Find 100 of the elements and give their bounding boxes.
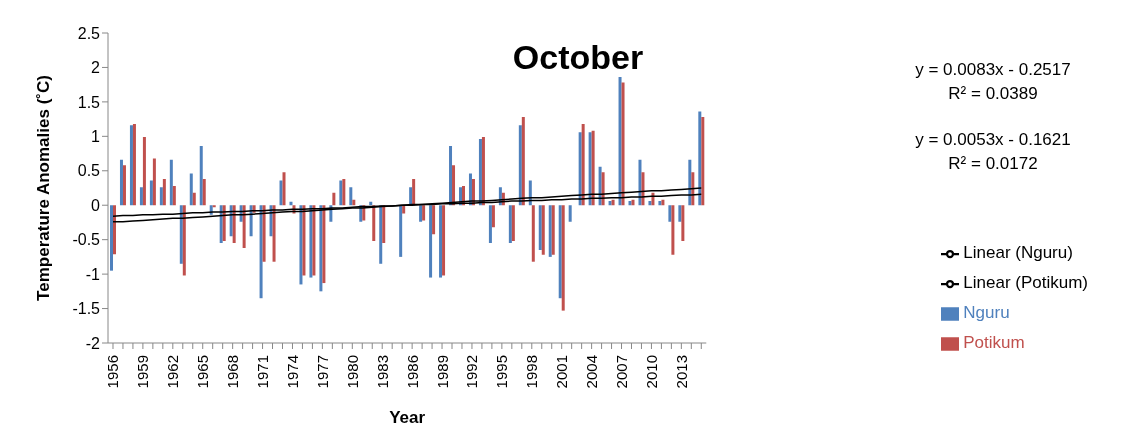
bar bbox=[169, 159, 173, 206]
bar bbox=[349, 187, 353, 206]
bar bbox=[698, 111, 702, 206]
bar bbox=[199, 145, 203, 206]
bar bbox=[432, 205, 436, 235]
bar bbox=[671, 205, 675, 255]
x-tick-label: 1974 bbox=[283, 355, 301, 389]
bar bbox=[332, 192, 336, 206]
legend-label: Linear (Potikum) bbox=[963, 273, 1088, 292]
bar bbox=[182, 205, 186, 276]
chart-title: October bbox=[511, 38, 645, 77]
bar bbox=[152, 158, 156, 206]
x-tick-label: 1983 bbox=[373, 355, 391, 389]
bar bbox=[179, 205, 183, 264]
legend-label: Linear (Nguru) bbox=[963, 243, 1073, 262]
text: y = 0.0083x - 0.2517 bbox=[914, 59, 1072, 81]
x-tick-label: 1989 bbox=[433, 355, 451, 389]
y-tick-label: -2 bbox=[85, 334, 101, 352]
bar bbox=[212, 205, 216, 208]
x-tick-label: 2007 bbox=[613, 355, 631, 389]
bar bbox=[322, 205, 326, 284]
x-tick-label: 1971 bbox=[254, 355, 272, 389]
bar bbox=[262, 205, 266, 262]
bar bbox=[242, 205, 246, 248]
bar bbox=[558, 205, 562, 299]
x-tick-label: 1965 bbox=[194, 355, 212, 389]
bar bbox=[319, 205, 323, 292]
bar bbox=[688, 159, 692, 206]
y-tick-label: -1 bbox=[85, 265, 101, 283]
bar bbox=[701, 117, 705, 206]
bar bbox=[578, 132, 582, 206]
y-tick-label: 2.5 bbox=[77, 24, 101, 42]
bar bbox=[139, 187, 143, 206]
bar bbox=[541, 205, 545, 255]
bar bbox=[598, 166, 602, 206]
bar bbox=[668, 205, 672, 222]
bar bbox=[399, 205, 403, 257]
x-tick-label: 1968 bbox=[224, 355, 242, 389]
bar bbox=[229, 205, 233, 237]
x-tick-label: 2001 bbox=[553, 355, 571, 389]
bar bbox=[299, 205, 303, 285]
y-axis-title: Temperature Anomalies (˚C) bbox=[34, 75, 54, 301]
bar bbox=[518, 125, 522, 206]
bar bbox=[568, 205, 572, 222]
bar bbox=[122, 165, 126, 206]
bar bbox=[189, 173, 193, 206]
bar bbox=[641, 172, 645, 206]
bar bbox=[282, 172, 286, 206]
x-tick-label: 2013 bbox=[672, 355, 690, 389]
bar bbox=[528, 180, 532, 206]
bar bbox=[259, 205, 263, 299]
bar bbox=[561, 205, 565, 311]
bar bbox=[409, 187, 413, 206]
bar bbox=[681, 205, 685, 242]
bar bbox=[429, 205, 433, 278]
bar bbox=[110, 205, 113, 271]
y-tick-label: 1.5 bbox=[77, 93, 101, 111]
line-series bbox=[112, 187, 703, 223]
x-tick-label: 1962 bbox=[164, 355, 182, 389]
x-tick-label: 1995 bbox=[493, 355, 511, 389]
bar bbox=[149, 180, 153, 206]
bar bbox=[521, 117, 525, 206]
bar bbox=[159, 187, 163, 206]
bar bbox=[202, 179, 206, 206]
bar bbox=[232, 205, 236, 244]
bar bbox=[621, 82, 625, 206]
bar bbox=[379, 205, 383, 264]
bar bbox=[538, 205, 542, 250]
bar bbox=[192, 192, 196, 206]
bar bbox=[691, 172, 695, 206]
bar bbox=[531, 205, 535, 262]
bar bbox=[369, 201, 373, 206]
bar bbox=[372, 205, 376, 242]
x-tick-label: 2010 bbox=[642, 355, 660, 389]
x-tick-label: 1977 bbox=[313, 355, 331, 389]
x-tick-label: 1956 bbox=[104, 355, 122, 389]
bar bbox=[272, 205, 276, 262]
text: R² = 0.0389 bbox=[947, 83, 1039, 105]
text: R² = 0.0172 bbox=[947, 153, 1039, 175]
bar bbox=[302, 205, 306, 276]
x-tick-label: 1992 bbox=[463, 355, 481, 389]
bar bbox=[289, 201, 293, 206]
bar bbox=[119, 159, 123, 206]
bar bbox=[279, 180, 283, 206]
legend-label: Potikum bbox=[963, 333, 1025, 352]
y-tick-label: -1.5 bbox=[72, 300, 101, 318]
bar bbox=[678, 205, 682, 222]
y-tick-label: 2 bbox=[91, 59, 101, 77]
bar bbox=[412, 179, 416, 206]
bar bbox=[618, 77, 622, 206]
x-tick-label: 2004 bbox=[583, 355, 601, 389]
bar bbox=[452, 165, 456, 206]
text: y = 0.0053x - 0.1621 bbox=[914, 129, 1072, 151]
bar bbox=[172, 185, 176, 206]
x-tick-label: 1998 bbox=[523, 355, 541, 389]
bar bbox=[648, 201, 652, 206]
bar bbox=[581, 123, 585, 206]
x-axis-title: Year bbox=[389, 408, 426, 427]
bar bbox=[382, 205, 386, 244]
legend-label: Nguru bbox=[963, 303, 1010, 322]
